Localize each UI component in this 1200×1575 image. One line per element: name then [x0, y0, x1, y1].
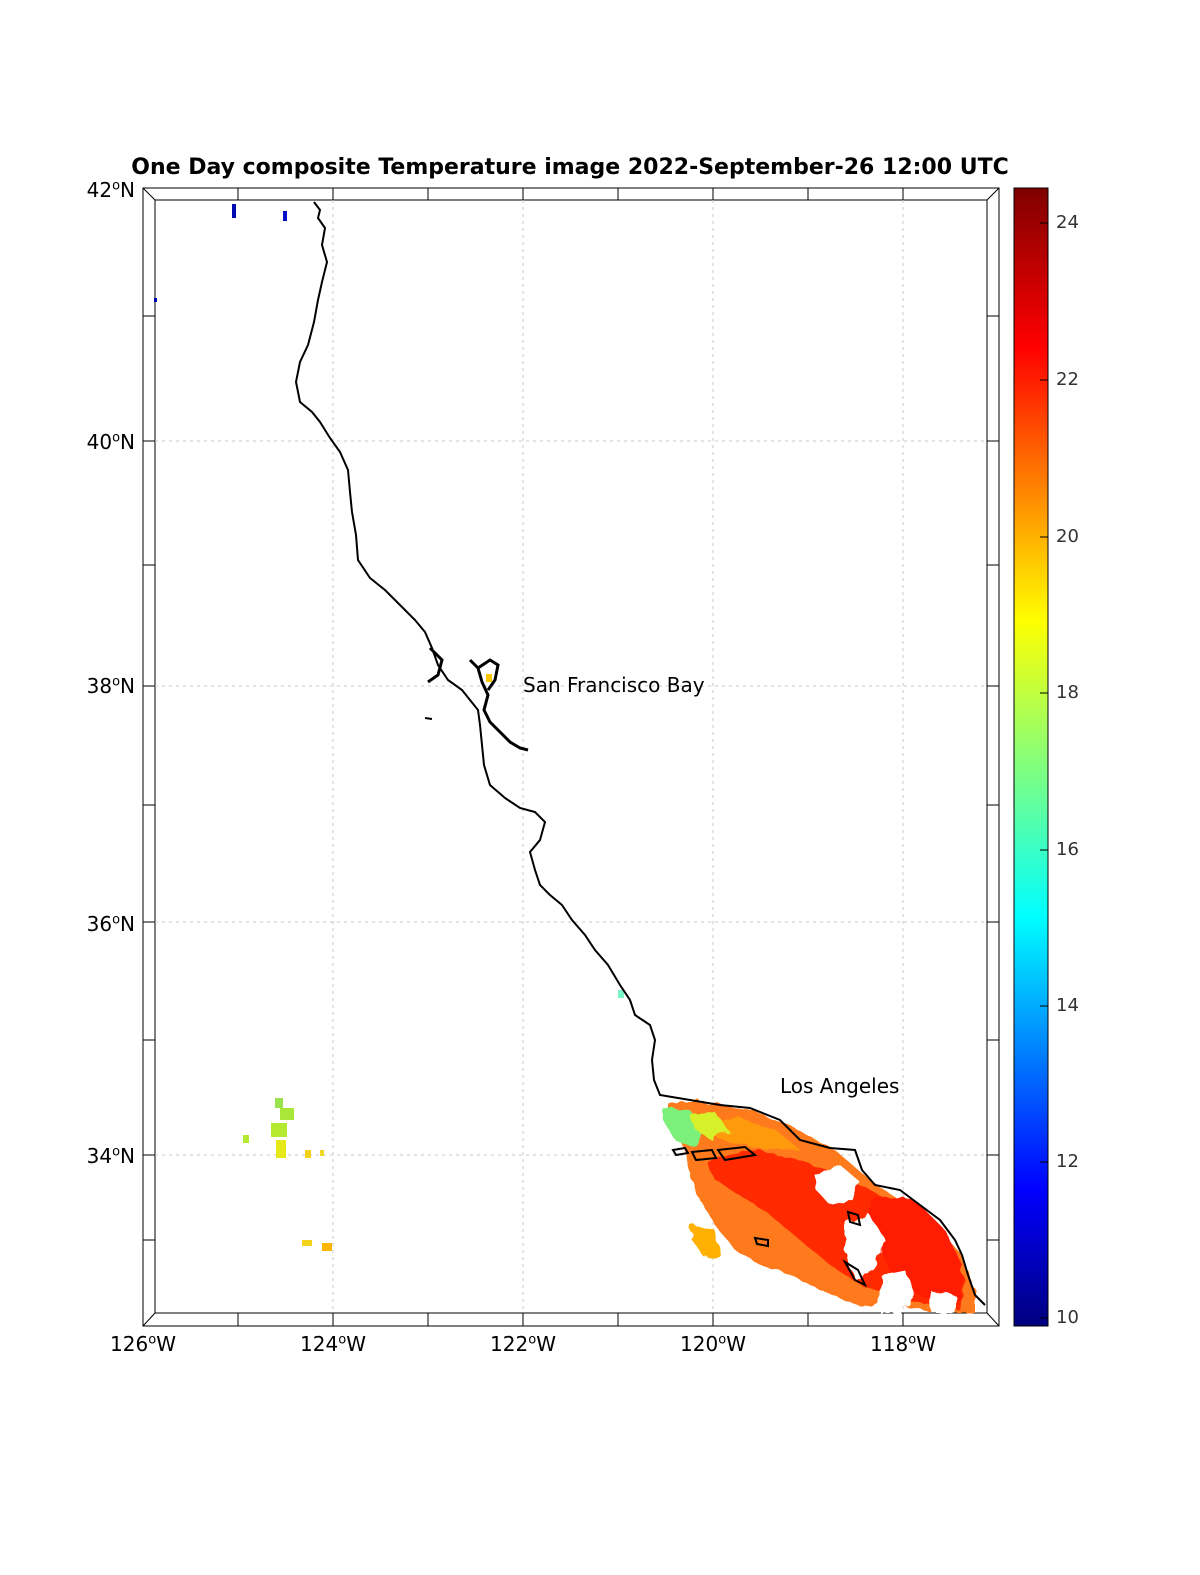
colorbar-tick-10: 10 [1056, 1307, 1079, 1328]
lat-label-38: 38oN [86, 674, 135, 698]
lon-label-122: 122oW [490, 1332, 556, 1356]
lat-label-36: 36oN [86, 912, 135, 936]
graticule [155, 200, 987, 1313]
colorbar-tick-18: 18 [1056, 682, 1079, 703]
sf-bay-outline [427, 646, 529, 752]
coastline [294, 201, 986, 1306]
map-frame [142, 187, 1000, 1327]
colorbar-tick-12: 12 [1056, 1151, 1079, 1172]
place-label-san-francisco-bay: San Francisco Bay [523, 673, 705, 697]
lat-label-34: 34oN [86, 1144, 135, 1168]
map-title: One Day composite Temperature image 2022… [131, 155, 1009, 180]
lat-label-42: 42oN [86, 178, 135, 202]
colorbar-tick-16: 16 [1056, 839, 1079, 860]
sst-southern-california [662, 1100, 975, 1313]
lon-label-126: 126oW [110, 1332, 176, 1356]
sst-gaps [740, 1165, 955, 1313]
lon-label-124: 124oW [300, 1332, 366, 1356]
lon-label-120: 120oW [680, 1332, 746, 1356]
colorbar-tick-20: 20 [1056, 526, 1079, 547]
frame-ticks [143, 188, 999, 1326]
lat-label-40: 40oN [86, 430, 135, 454]
colorbar-tick-24: 24 [1056, 212, 1079, 233]
place-label-los-angeles: Los Angeles [780, 1074, 900, 1098]
colorbar-tick-14: 14 [1056, 995, 1079, 1016]
colorbar-tick-22: 22 [1056, 369, 1079, 390]
channel-islands [424, 717, 868, 1288]
colorbar [1013, 187, 1049, 1327]
sst-offshore-patches [154, 204, 624, 1251]
lon-label-118: 118oW [870, 1332, 936, 1356]
